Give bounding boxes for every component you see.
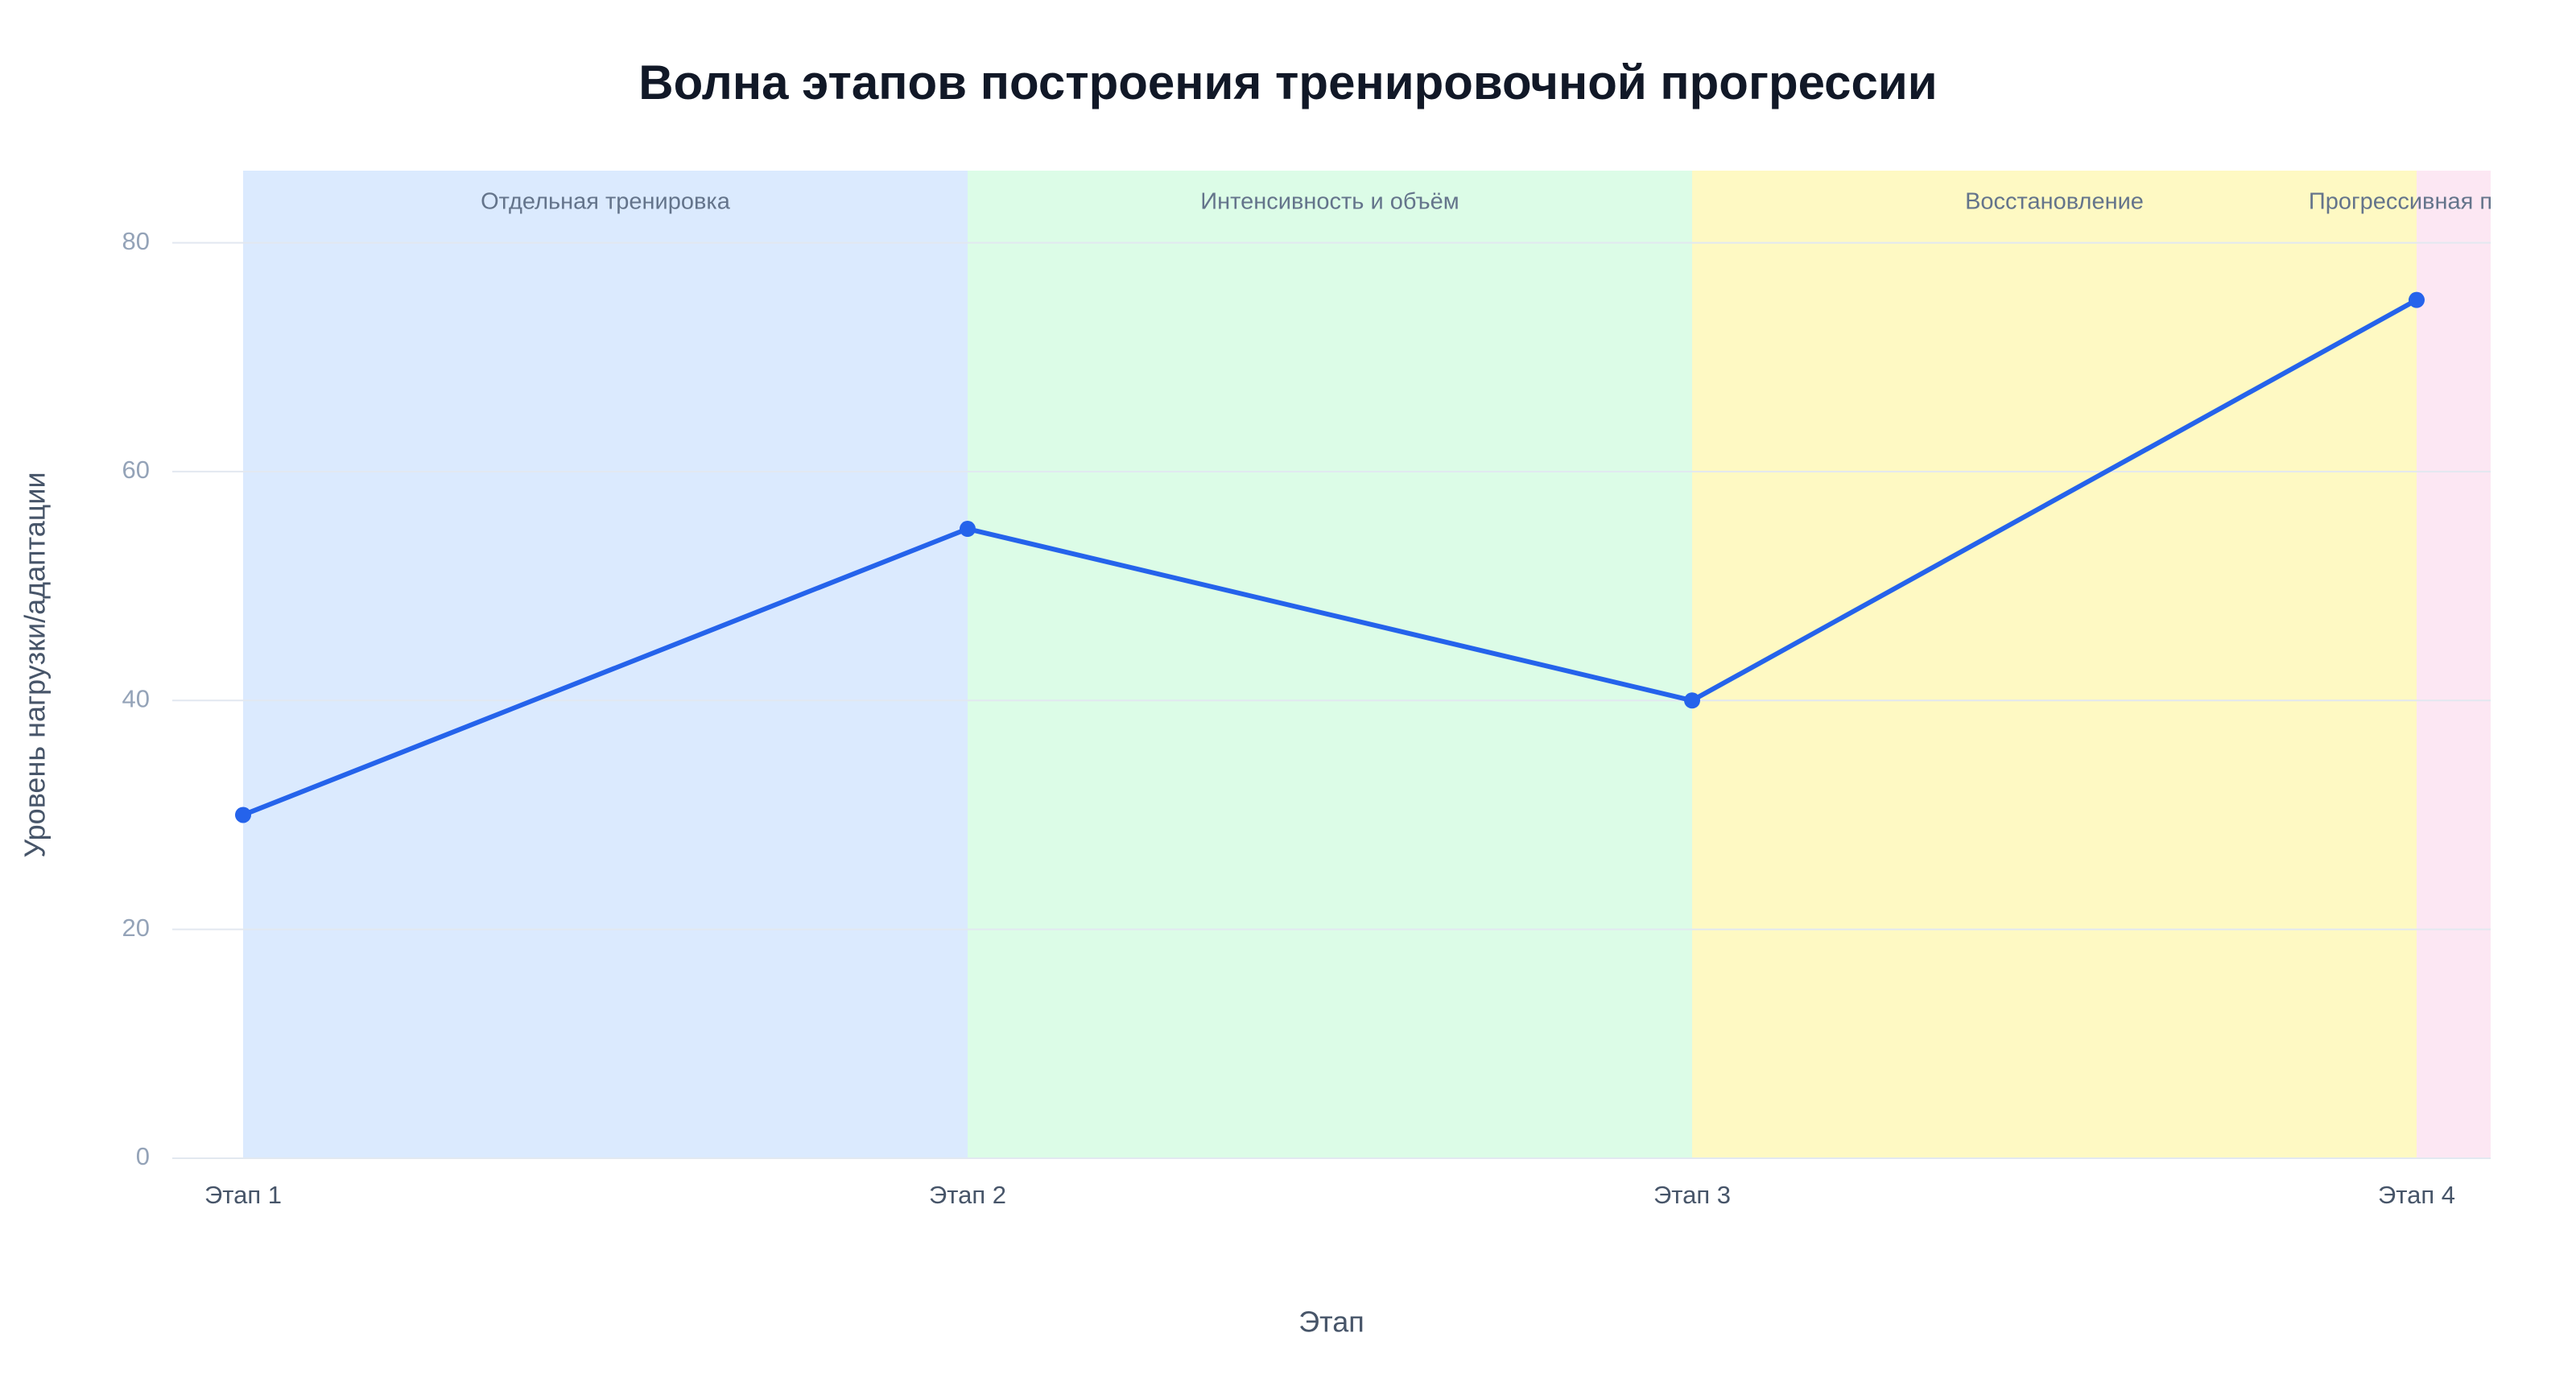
point: [235, 807, 251, 823]
x-tick-label: Этап 1: [204, 1181, 282, 1209]
phase-label: Прогрессивная перегрузка: [2309, 189, 2576, 215]
bands: Отдельная тренировка Интенсивность и объё…: [243, 171, 2576, 1158]
phase-band: [1692, 171, 2417, 1158]
x-tick-label: Этап 3: [1653, 1181, 1731, 1209]
y-axis-title: Уровень нагрузки/адаптации: [19, 472, 52, 857]
chart-title: Волна этапов построения тренировочной пр…: [638, 56, 1937, 109]
line: [242, 298, 2418, 818]
marks: [235, 291, 2425, 823]
x-tick-label: Этап 2: [929, 1181, 1006, 1209]
phase-band: [243, 171, 968, 1158]
point: [2409, 291, 2425, 308]
y-tick-label: 0: [136, 1142, 150, 1170]
y-tick-label: 60: [122, 456, 150, 484]
point: [960, 521, 976, 538]
y-tick-label: 40: [122, 684, 150, 712]
x-axis-title: Этап: [1298, 1306, 1364, 1339]
phase-band: [968, 171, 1692, 1158]
grid: 0 20 40 60 80 Этап 1 Этап 2 Этап 3 Этап 4: [122, 227, 2491, 1209]
point: [1684, 692, 1700, 709]
phase-label: Интенсивность и объём: [1200, 189, 1459, 215]
phase-label: Восстановление: [1965, 189, 2144, 215]
phase-band: [2417, 171, 2491, 1158]
x-tick-label: Этап 4: [2378, 1181, 2455, 1209]
y-tick-label: 80: [122, 227, 150, 255]
y-tick-label: 20: [122, 914, 150, 942]
phase-label: Отдельная тренировка: [481, 189, 731, 215]
